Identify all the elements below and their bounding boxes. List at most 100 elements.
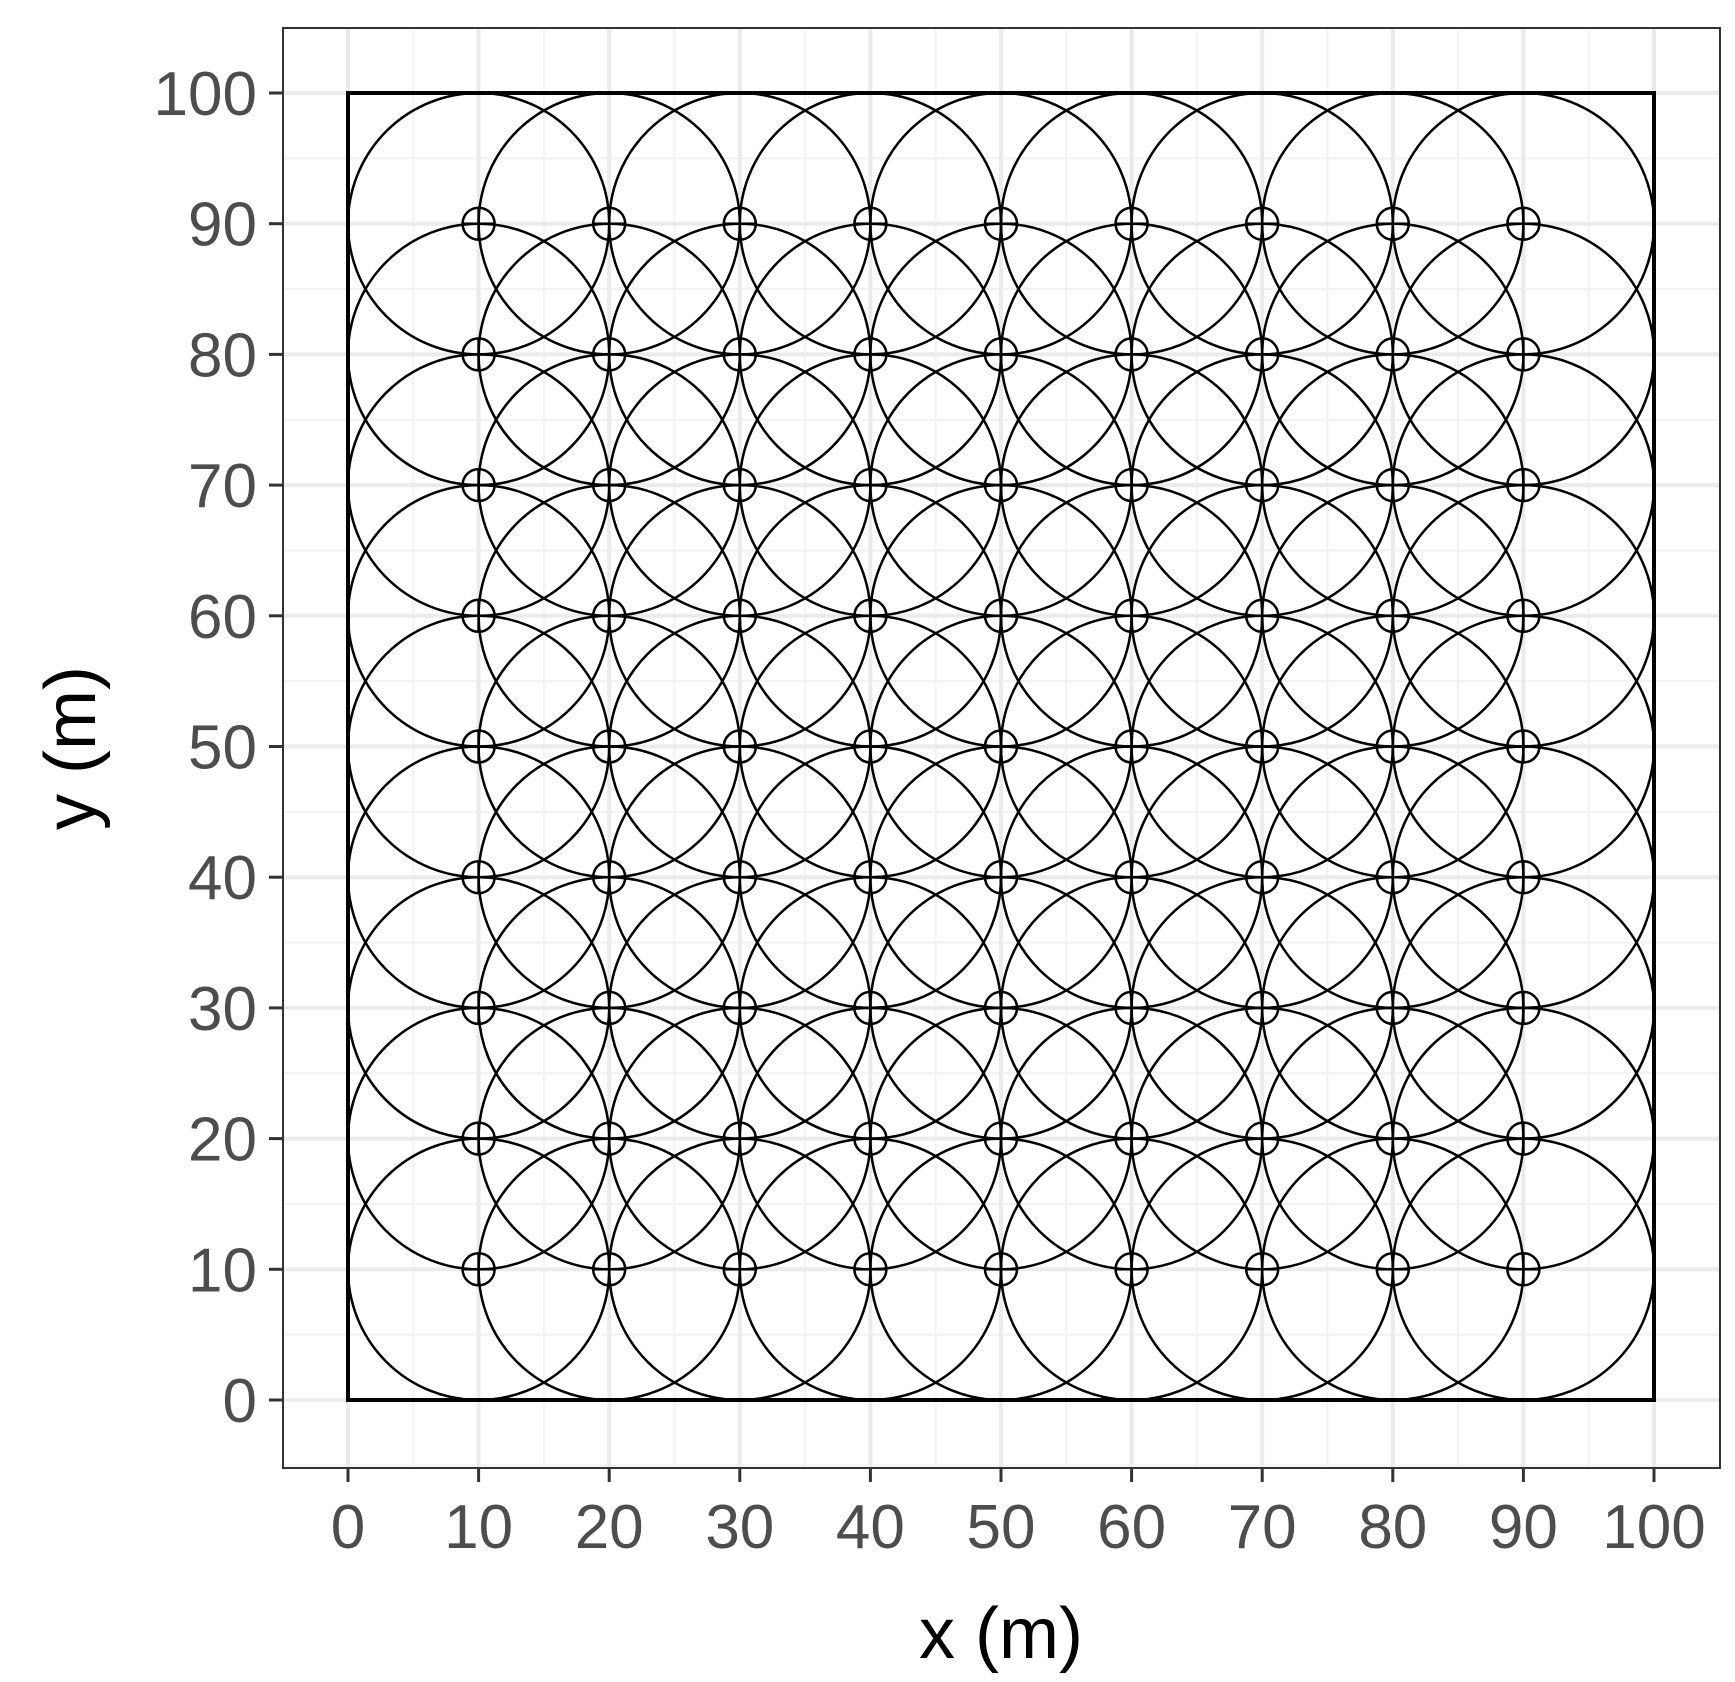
- point-marker: [1375, 206, 1411, 241]
- point-marker: [983, 206, 1019, 241]
- point-marker: [722, 859, 758, 895]
- y-axis: 0 10 20 30 40 50 60 70 80 90 100: [154, 60, 283, 1436]
- point-marker: [722, 1121, 758, 1156]
- point-marker: [1114, 1121, 1149, 1156]
- point-marker: [1114, 467, 1149, 503]
- y-tick-label: 50: [188, 714, 257, 783]
- point-markers: [461, 206, 1541, 1287]
- point-marker: [591, 859, 627, 895]
- point-marker: [1375, 1121, 1411, 1156]
- domain-boundary: [346, 91, 1656, 1402]
- point-marker: [722, 206, 758, 241]
- point-marker: [591, 598, 627, 634]
- x-tick-label: 60: [1097, 1493, 1166, 1562]
- point-marker: [853, 467, 888, 503]
- point-marker: [461, 598, 496, 634]
- point-marker: [1244, 1252, 1280, 1287]
- point-marker: [722, 337, 758, 372]
- point-marker: [983, 1252, 1019, 1287]
- x-axis: 0 10 20 30 40 50 60 70 80 90 100: [331, 1468, 1706, 1562]
- point-marker: [1244, 990, 1280, 1026]
- x-axis-title: x (m): [919, 1594, 1083, 1674]
- point-marker: [983, 598, 1019, 634]
- x-tick-label: 0: [331, 1493, 365, 1562]
- y-tick-label: 30: [188, 975, 257, 1044]
- point-marker: [853, 598, 888, 634]
- point-marker: [461, 990, 496, 1026]
- point-marker: [591, 1252, 627, 1287]
- point-marker: [591, 206, 627, 241]
- point-marker: [1506, 1121, 1541, 1156]
- point-marker: [983, 990, 1019, 1026]
- x-tick-label: 100: [1602, 1493, 1705, 1562]
- x-tick-label: 80: [1358, 1493, 1427, 1562]
- point-marker: [1506, 467, 1541, 503]
- point-marker: [1375, 729, 1411, 764]
- point-marker: [1506, 990, 1541, 1026]
- point-marker: [722, 990, 758, 1026]
- point-marker: [853, 1121, 888, 1156]
- point-marker: [1506, 337, 1541, 372]
- point-marker: [1114, 337, 1149, 372]
- point-marker: [461, 337, 496, 372]
- x-tick-label: 10: [444, 1493, 513, 1562]
- point-marker: [461, 467, 496, 503]
- point-marker: [853, 1252, 888, 1287]
- point-marker: [1244, 337, 1280, 372]
- point-marker: [1114, 729, 1149, 764]
- point-marker: [983, 337, 1019, 372]
- point-marker: [591, 1121, 627, 1156]
- point-marker: [591, 337, 627, 372]
- point-marker: [1244, 206, 1280, 241]
- y-tick-label: 60: [188, 583, 257, 652]
- y-tick-label: 70: [188, 452, 257, 521]
- point-marker: [1244, 598, 1280, 634]
- y-tick-label: 10: [188, 1236, 257, 1305]
- point-marker: [983, 729, 1019, 764]
- x-tick-label: 30: [705, 1493, 774, 1562]
- point-marker: [591, 467, 627, 503]
- point-marker: [1114, 206, 1149, 241]
- point-marker: [1244, 1121, 1280, 1156]
- point-marker: [1244, 859, 1280, 895]
- point-marker: [1375, 1252, 1411, 1287]
- point-marker: [1375, 337, 1411, 372]
- point-marker: [1375, 990, 1411, 1026]
- x-tick-label: 90: [1489, 1493, 1558, 1562]
- point-marker: [853, 206, 888, 241]
- point-marker: [461, 206, 496, 241]
- point-marker: [1114, 990, 1149, 1026]
- point-marker: [722, 467, 758, 503]
- point-marker: [983, 859, 1019, 895]
- y-tick-label: 100: [154, 60, 257, 129]
- point-marker: [1375, 467, 1411, 503]
- point-marker: [461, 1121, 496, 1156]
- point-marker: [1114, 1252, 1149, 1287]
- point-marker: [1506, 1252, 1541, 1287]
- y-tick-label: 90: [188, 191, 257, 260]
- point-marker: [1375, 598, 1411, 634]
- point-marker: [983, 1121, 1019, 1156]
- point-marker: [722, 729, 758, 764]
- y-tick-label: 80: [188, 321, 257, 390]
- point-marker: [722, 1252, 758, 1287]
- y-tick-label: 20: [188, 1106, 257, 1175]
- point-marker: [853, 859, 888, 895]
- point-marker: [461, 729, 496, 764]
- point-marker: [983, 467, 1019, 503]
- point-marker: [1506, 729, 1541, 764]
- point-marker: [1506, 859, 1541, 895]
- point-marker: [1506, 206, 1541, 241]
- point-marker: [1244, 729, 1280, 764]
- x-tick-label: 20: [575, 1493, 644, 1562]
- y-tick-label: 40: [188, 844, 257, 913]
- point-marker: [1114, 598, 1149, 634]
- y-tick-label: 0: [223, 1367, 257, 1436]
- point-marker: [1114, 859, 1149, 895]
- x-tick-label: 40: [836, 1493, 905, 1562]
- point-marker: [853, 337, 888, 372]
- point-marker: [853, 990, 888, 1026]
- point-marker: [591, 729, 627, 764]
